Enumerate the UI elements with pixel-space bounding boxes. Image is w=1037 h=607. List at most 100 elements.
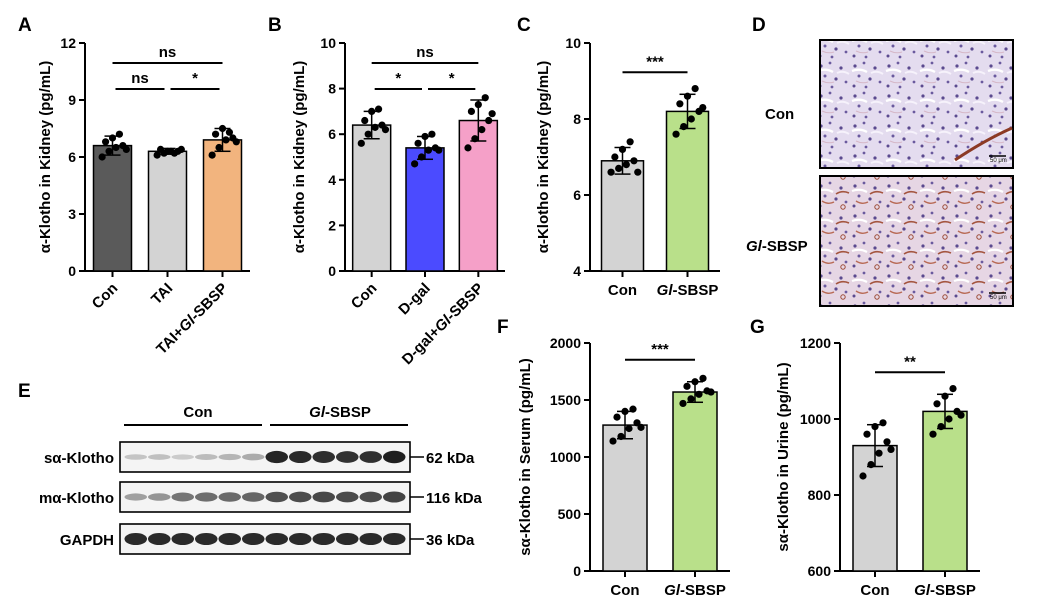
chart-a-data-point [222,136,230,144]
chart-a-data-point [112,143,120,152]
chart-c-data-point [691,85,699,93]
chart-b-data-point [488,110,496,118]
chart-a-bar [92,144,133,272]
chart-f-category-label: Con [610,582,639,599]
blot-band [195,492,218,502]
chart-a-data-point [115,130,124,138]
chart-b-data-point [374,105,383,113]
chart-g-data-point [887,445,895,453]
chart-b-bar [351,124,392,272]
chart-a-data-point [211,130,220,138]
chart-b-data-point [421,132,429,141]
scale-bar-text-con: 50 μm [990,158,1007,164]
chart-f-data-point [613,413,621,421]
chart-f-data-point [687,395,695,403]
blot-band [383,491,406,503]
blot-band [289,532,312,546]
blot-band [312,532,335,546]
histology-label-gl-italic: Gl [746,238,763,255]
blot-band [312,451,335,463]
chart-b: 0 2 4 6 8 10 α-Klotho in Kidney (pg/mL) Con D-ga… [291,35,505,368]
histology-image-gl-sbsp [819,175,1014,307]
chart-g-ytick-label: 800 [808,487,832,503]
histology-label-con: Con [765,106,794,123]
chart-a-data-point [232,138,240,146]
chart-a-sig-label: ns [159,44,177,61]
chart-c-ytick-label: 8 [573,111,581,127]
chart-a-data-point [177,145,185,153]
chart-b-data-point [414,139,422,147]
chart-b-data-point [474,100,482,109]
chart-a-ytick-label: 0 [68,263,76,279]
blot-protein-label: GAPDH [60,532,114,549]
chart-f-category-label: Gl-SBSP [664,582,726,599]
chart-g-ytick-label: 1000 [800,411,831,427]
chart-a-data-point [215,143,223,152]
chart-b-ytick-label: 6 [328,126,336,142]
chart-f-bar [672,391,718,572]
chart-a-data-point [163,147,172,155]
chart-a-data-point [101,138,110,146]
chart-c-data-point [630,157,638,165]
blot-protein-label: sα-Klotho [44,450,114,467]
chart-c-category-label: Con [608,282,637,299]
chart-f-data-point [609,437,617,445]
chart-f-data-point [699,374,707,382]
blot-band [242,492,265,502]
chart-b-data-point [364,130,372,138]
panel-label-d: D [752,15,766,36]
blot-group-con: Con [183,404,212,421]
chart-g-ytick-label: 600 [808,563,832,579]
chart-a-data-point [122,145,130,153]
chart-b-bar [458,119,499,272]
chart-c-sig-label: *** [646,53,664,70]
chart-c-data-point [611,153,619,161]
panel-label-e: E [18,381,31,402]
chart-b-data-point [478,126,486,134]
chart-g-data-point [937,423,945,431]
chart-b-data-point [357,139,365,147]
blot-band [336,491,359,503]
chart-a-data-point [153,151,161,159]
chart-f-ytick-label: 1000 [550,449,581,465]
chart-f-data-point [625,424,633,433]
chart-c-data-point [615,164,623,172]
panel-d-histology: Con 50 μm Gl-SBSP 50 μm [746,39,1014,307]
chart-a-category-label-part: TAI [148,280,176,308]
blot-band [218,492,241,502]
chart-c-category-label-part: Gl [657,282,674,299]
panel-label-b: B [268,15,282,36]
panel-label-a: A [18,15,32,36]
chart-b-bar [405,147,445,272]
chart-c-data-point [618,145,627,153]
chart-g-data-point [957,411,965,419]
blot-band [195,454,218,460]
blot-band [242,532,265,546]
chart-b-data-point [471,135,479,143]
chart-c-data-point [634,168,642,176]
blot-band [218,453,241,461]
chart-b-data-point [485,116,493,125]
histology-vessel-con [954,126,1013,162]
chart-a-ytick-label: 6 [68,149,76,165]
blot-mw-label: 36 kDa [426,532,475,549]
chart-c-data-point [687,115,695,123]
blot-band [336,532,359,546]
chart-c-data-point [683,92,692,100]
chart-c-data-point [676,100,684,108]
chart-g-sig-label: ** [904,353,916,370]
chart-a-data-point [218,124,227,133]
chart-b-data-point [481,94,489,102]
chart-c-data-point [622,161,630,169]
chart-f-ytick-label: 2000 [550,335,581,351]
chart-c-data-point [607,168,615,176]
chart-a-sig-label: ns [131,70,149,87]
chart-g-data-point [929,430,937,438]
chart-f-ytick-label: 1500 [550,392,581,408]
chart-g-data-point [941,392,949,400]
blot-band [171,492,194,502]
chart-a-category-label-part: Con [89,280,122,313]
chart-c-bar [665,110,710,272]
